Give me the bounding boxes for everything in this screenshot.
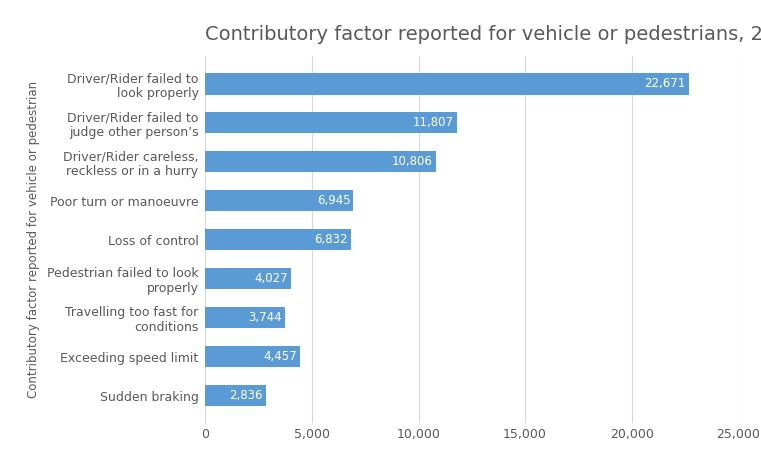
Bar	[205, 268, 291, 290]
Bar	[205, 307, 285, 329]
Text: 6,945: 6,945	[317, 194, 350, 207]
Y-axis label: Contributory factor reported for vehicle or pedestrian: Contributory factor reported for vehicle…	[27, 81, 40, 398]
Text: 4,457: 4,457	[263, 350, 298, 363]
Bar	[205, 73, 689, 94]
Bar	[205, 151, 436, 172]
Text: 2,836: 2,836	[229, 389, 263, 402]
Bar	[205, 346, 301, 368]
Bar	[205, 385, 266, 407]
Text: 11,807: 11,807	[413, 116, 454, 129]
Bar	[205, 229, 351, 251]
Text: 10,806: 10,806	[392, 155, 432, 168]
Text: 6,832: 6,832	[314, 233, 348, 246]
Text: Contributory factor reported for vehicle or pedestrians, 2020: Contributory factor reported for vehicle…	[205, 25, 761, 44]
Bar	[205, 190, 353, 212]
Text: 22,671: 22,671	[644, 77, 686, 90]
Bar	[205, 112, 457, 133]
Text: 3,744: 3,744	[248, 311, 282, 324]
Text: 4,027: 4,027	[254, 272, 288, 285]
